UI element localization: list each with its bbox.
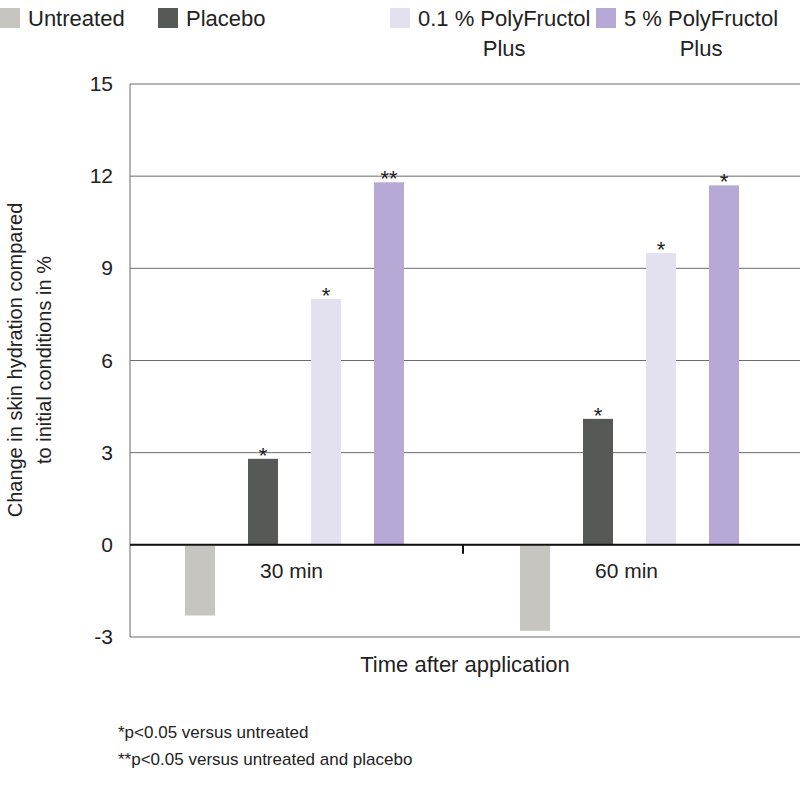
grid-line [130,360,800,361]
grid-line [130,176,800,177]
y-axis-line [130,84,131,637]
y-tick-label: 12 [90,164,113,187]
legend-swatch [0,8,20,28]
y-tick-label: 9 [101,256,113,279]
x-axis-label: Time after application [360,652,570,677]
footnote: *p<0.05 versus untreated [118,723,308,742]
significance-mark: * [322,283,331,308]
significance-mark: * [594,403,603,428]
bar [583,419,613,545]
bar [311,299,341,545]
legend: Untreated Placebo 0.1 % PolyFructolPlus 5 %… [0,6,778,61]
bars [185,182,739,631]
grid [130,84,800,637]
legend-swatch [158,8,178,28]
footnote: **p<0.05 versus untreated and placebo [118,750,412,769]
bar [520,545,550,631]
legend-label: 0.1 % PolyFructolPlus [418,6,590,61]
legend-swatch [390,8,410,28]
grid-line [130,637,800,638]
y-tick-label: 15 [90,72,113,95]
grid-line [130,452,800,453]
bar [646,253,676,545]
significance-mark: * [720,169,729,194]
significance-mark: * [259,443,268,468]
y-tick-label: 6 [101,349,113,372]
legend-swatch [596,8,616,28]
bar [374,182,404,545]
grid-line [130,544,800,545]
bar [709,185,739,544]
y-tick-label: -3 [94,625,113,648]
y-axis-label: Change in skin hydration compared [4,203,26,518]
legend-label: Untreated [28,6,125,31]
chart: -303691215*******30 min60 minTime after … [0,0,800,788]
legend-label: 5 % PolyFructolPlus [624,6,778,61]
significance-mark: * [657,237,666,262]
y-tick-label: 3 [101,441,113,464]
x-tick-label: 30 min [260,559,323,582]
grid-line [130,268,800,269]
significance-mark: ** [380,166,398,191]
zero-line [130,544,800,546]
legend-label: Placebo [186,6,266,31]
x-tick-label: 60 min [595,559,658,582]
y-tick-label: 0 [101,533,113,556]
grid-line [130,84,800,85]
y-axis-label: to initial conditions in % [33,256,55,464]
bar [185,545,215,616]
bar [248,459,278,545]
category-separator [462,545,464,554]
